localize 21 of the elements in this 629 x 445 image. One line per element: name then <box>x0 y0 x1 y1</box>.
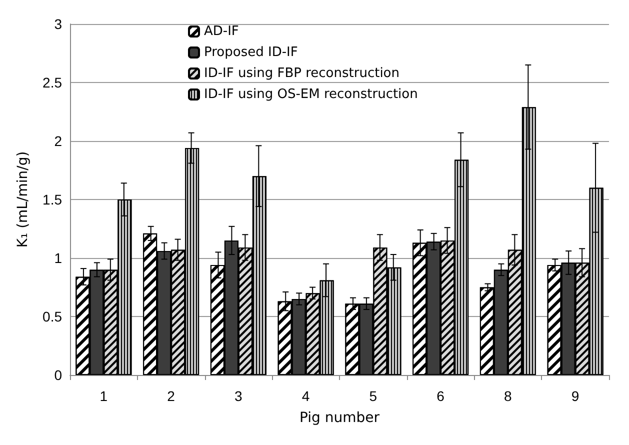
y-tick-label: 1.5 <box>42 192 62 208</box>
x-tick-label: 5 <box>369 388 378 404</box>
x-tick-label: 4 <box>302 388 310 404</box>
y-axis-title: K₁ (mL/min/g) <box>15 151 31 248</box>
x-axis-title: Pig number <box>299 410 380 426</box>
legend-label: ID-IF using FBP reconstruction <box>204 66 400 81</box>
x-tick-label: 2 <box>167 388 176 404</box>
x-tick-label: 8 <box>504 388 512 404</box>
y-tick-label: 0.5 <box>42 308 62 324</box>
legend-label: Proposed ID-IF <box>204 45 298 60</box>
legend-label: ID-IF using OS-EM reconstruction <box>204 87 418 102</box>
legend-label: AD-IF <box>204 24 239 39</box>
y-tick-label: 3 <box>54 16 62 32</box>
x-tick-label: 1 <box>100 388 108 404</box>
y-tick-label: 1 <box>54 250 62 266</box>
x-tick-label: 3 <box>234 388 243 404</box>
y-tick-label: 0 <box>54 367 62 383</box>
y-tick-label: 2.5 <box>42 74 62 90</box>
x-tick-label: 9 <box>571 388 580 404</box>
x-tick-label: 6 <box>436 388 445 404</box>
y-tick-label: 2 <box>54 133 62 149</box>
